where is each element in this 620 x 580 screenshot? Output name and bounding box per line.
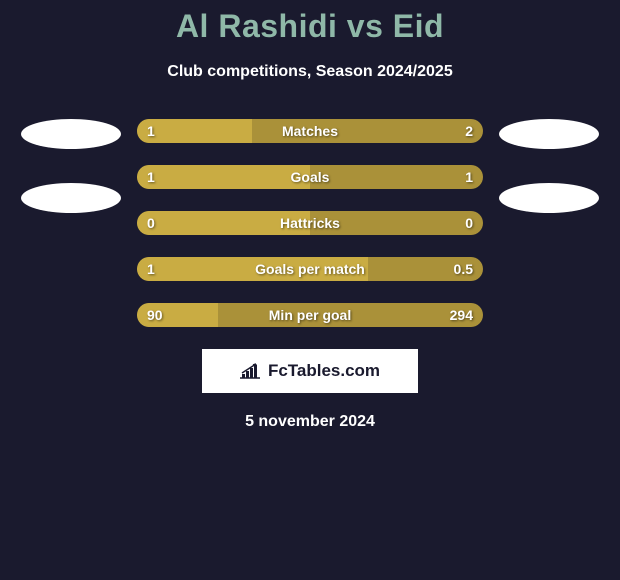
stat-row: 0 Hattricks 0 (137, 211, 483, 235)
comparison-area: 1 Matches 2 1 Goals 1 0 Hattricks 0 1 Goals per ma… (0, 119, 620, 327)
date-text: 5 november 2024 (245, 413, 375, 431)
left-player-column (21, 119, 121, 213)
stat-label: Hattricks (280, 215, 340, 231)
stat-row: 1 Goals per match 0.5 (137, 257, 483, 281)
comparison-widget: Al Rashidi vs Eid Club competitions, Sea… (0, 0, 620, 431)
stat-right-value: 294 (450, 307, 473, 323)
stats-column: 1 Matches 2 1 Goals 1 0 Hattricks 0 1 Goals per ma… (137, 119, 483, 327)
stat-left-value: 90 (147, 307, 163, 323)
stat-fill (137, 165, 310, 189)
page-title: Al Rashidi vs Eid (0, 8, 620, 45)
stat-label: Matches (282, 123, 338, 139)
footer: FcTables.com 5 november 2024 (0, 349, 620, 431)
brand-name: FcTables.com (268, 361, 380, 381)
stat-row: 1 Goals 1 (137, 165, 483, 189)
stat-label: Goals (291, 169, 330, 185)
stat-row: 1 Matches 2 (137, 119, 483, 143)
left-player-badge-2 (21, 183, 121, 213)
stat-label: Min per goal (269, 307, 351, 323)
stat-right-value: 1 (465, 169, 473, 185)
stat-left-value: 0 (147, 215, 155, 231)
brand-logo-box: FcTables.com (202, 349, 418, 393)
subtitle: Club competitions, Season 2024/2025 (0, 63, 620, 81)
right-player-column (499, 119, 599, 213)
stat-left-value: 1 (147, 169, 155, 185)
chart-icon (240, 362, 262, 380)
stat-right-value: 0 (465, 215, 473, 231)
stat-label: Goals per match (255, 261, 365, 277)
right-player-badge-1 (499, 119, 599, 149)
stat-right-value: 0.5 (454, 261, 473, 277)
right-player-badge-2 (499, 183, 599, 213)
left-player-badge-1 (21, 119, 121, 149)
stat-right-value: 2 (465, 123, 473, 139)
stat-row: 90 Min per goal 294 (137, 303, 483, 327)
stat-left-value: 1 (147, 261, 155, 277)
stat-left-value: 1 (147, 123, 155, 139)
